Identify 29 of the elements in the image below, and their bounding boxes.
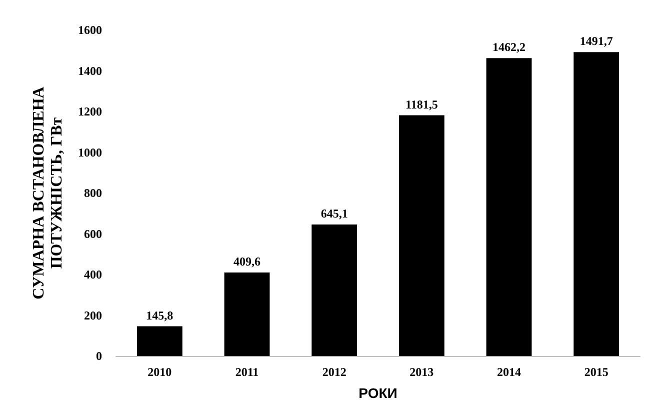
data-label: 1181,5 [405,97,438,112]
x-tick-label: 2010 [148,365,172,379]
y-axis-title: СУМАРНА ВСТАНОВЛЕНА ПОТУЖНІСТЬ, ГВт [30,86,66,300]
y-tick-label: 1200 [78,104,102,118]
bar [398,115,444,356]
bar [486,58,532,356]
y-tick-label: 1600 [78,23,102,37]
y-tick-label: 200 [84,308,102,322]
bar [312,224,358,356]
data-label: 145,8 [146,308,174,322]
x-tick-label: 2015 [584,365,608,379]
data-label: 409,6 [234,254,260,269]
x-tick-label: 2013 [410,365,434,379]
bar [224,272,270,356]
bar [136,326,182,356]
x-axis-title: РОКИ [358,385,398,401]
y-tick-label: 1000 [78,145,102,160]
bar [574,52,620,356]
y-tick-label: 0 [96,349,102,363]
y-tick-label: 400 [84,268,102,282]
data-label: 645,1 [320,206,348,221]
x-tick-label: 2014 [497,365,521,379]
y-tick-label: 800 [84,186,102,200]
y-tick-label: 1400 [78,64,102,78]
data-label: 1462,2 [492,40,526,54]
x-tick-label: 2011 [235,365,259,379]
data-label: 1491,7 [580,34,613,48]
x-tick-label: 2012 [322,365,346,379]
y-tick-label: 600 [84,226,102,241]
